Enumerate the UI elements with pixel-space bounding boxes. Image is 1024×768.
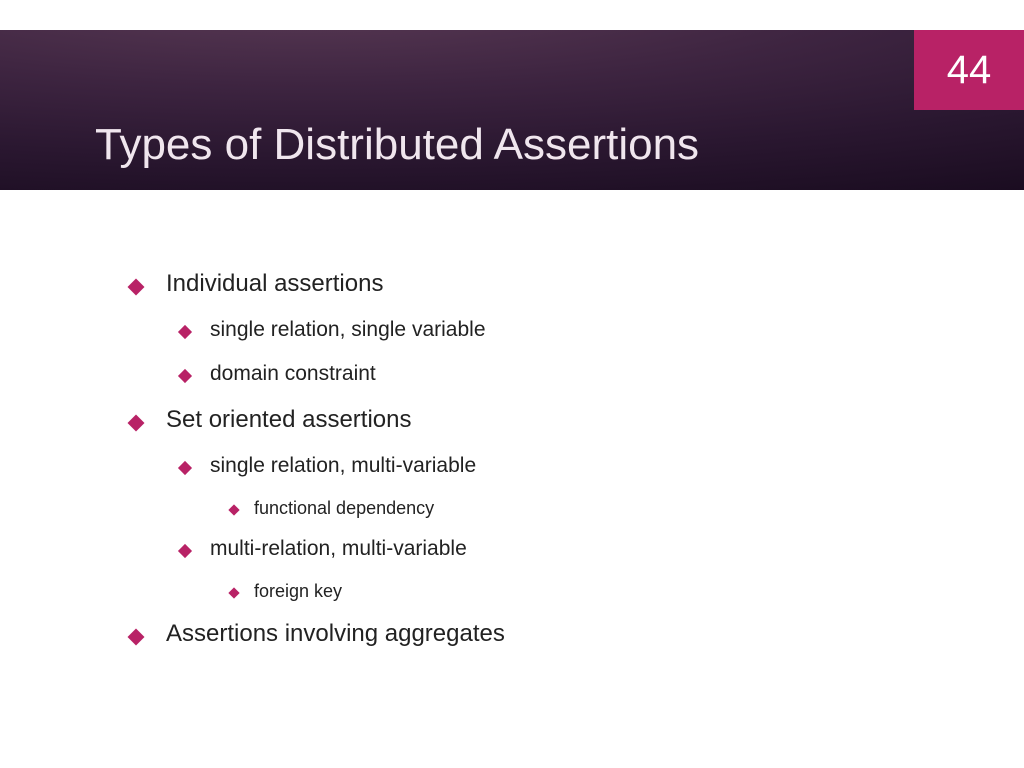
content-area: Individual assertions single relation, s…: [130, 260, 930, 668]
bullet-text: Assertions involving aggregates: [166, 620, 505, 648]
diamond-icon: [128, 279, 145, 296]
diamond-icon: [228, 504, 239, 515]
diamond-icon: [228, 587, 239, 598]
page-number-text: 44: [947, 48, 992, 93]
bullet-level2: single relation, multi-variable: [180, 454, 930, 478]
bullet-level2: domain constraint: [180, 362, 930, 386]
bullet-text: functional dependency: [254, 498, 434, 519]
diamond-icon: [128, 629, 145, 646]
bullet-text: single relation, single variable: [210, 318, 486, 342]
slide-title: Types of Distributed Assertions: [95, 120, 699, 170]
bullet-text: Set oriented assertions: [166, 406, 411, 434]
diamond-icon: [178, 461, 192, 475]
bullet-text: foreign key: [254, 581, 342, 602]
bullet-text: single relation, multi-variable: [210, 454, 476, 478]
diamond-icon: [128, 415, 145, 432]
bullet-level3: foreign key: [230, 581, 930, 602]
bullet-text: domain constraint: [210, 362, 376, 386]
diamond-icon: [178, 325, 192, 339]
bullet-level1: Individual assertions: [130, 270, 930, 298]
bullet-text: multi-relation, multi-variable: [210, 537, 467, 561]
bullet-level1: Set oriented assertions: [130, 406, 930, 434]
page-number-badge: 44: [914, 30, 1024, 110]
bullet-level2: multi-relation, multi-variable: [180, 537, 930, 561]
bullet-level2: single relation, single variable: [180, 318, 930, 342]
bullet-level1: Assertions involving aggregates: [130, 620, 930, 648]
diamond-icon: [178, 369, 192, 383]
bullet-text: Individual assertions: [166, 270, 383, 298]
bullet-level3: functional dependency: [230, 498, 930, 519]
diamond-icon: [178, 544, 192, 558]
